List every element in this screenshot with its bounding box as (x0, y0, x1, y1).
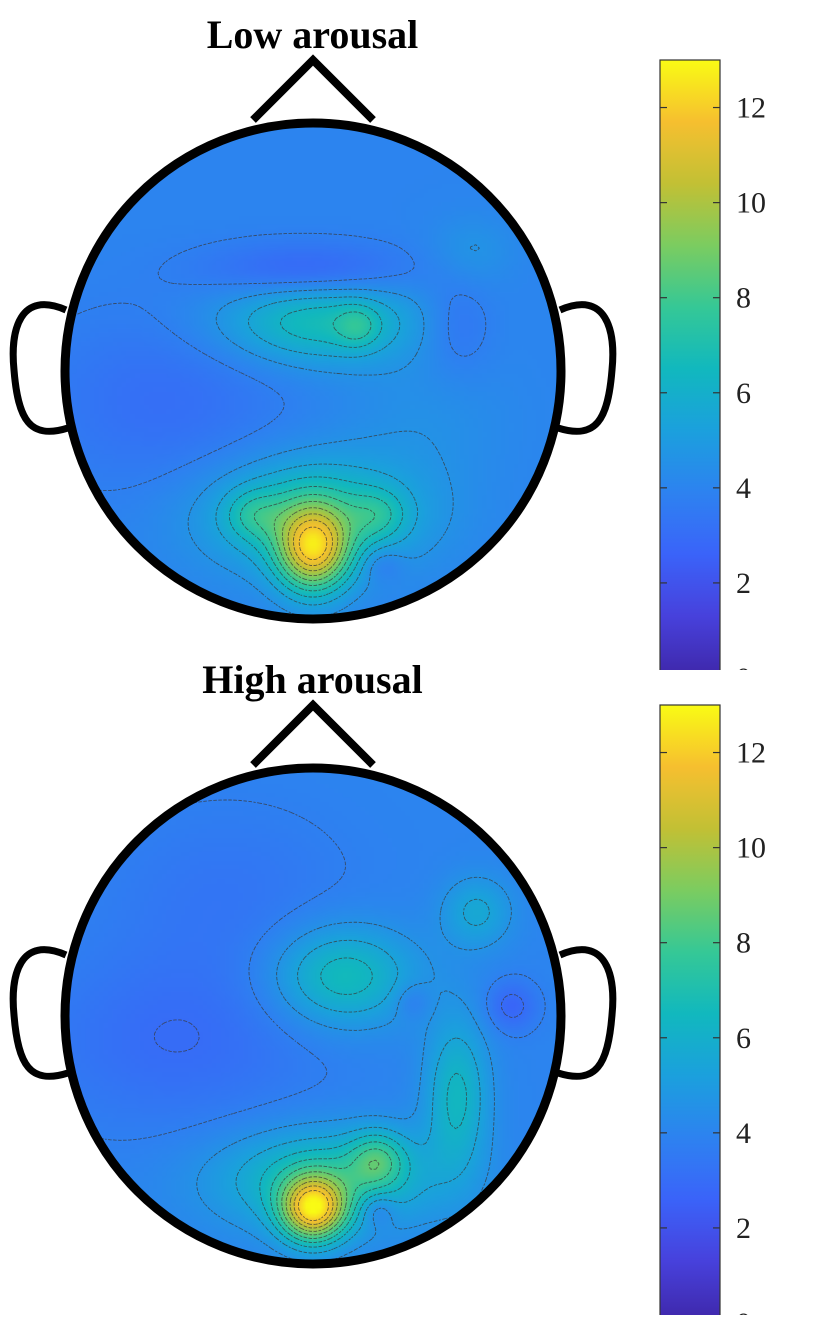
right-ear-outline (556, 946, 617, 1080)
colorbar (659, 704, 721, 1315)
nose-outline (250, 699, 376, 768)
head-outline (60, 763, 566, 1269)
contour-line (298, 526, 328, 560)
contour-line (253, 494, 376, 586)
contour-lines (65, 232, 487, 618)
contour-line (259, 957, 467, 1248)
left-ear-outline (9, 301, 70, 435)
contour-line (287, 513, 339, 572)
contour-line (65, 232, 487, 492)
topoplot-panel-high: High arousal 0 2 4 6 8 10 12 (0, 645, 830, 1315)
nose-outline (250, 54, 376, 123)
right-ear-outline (556, 301, 617, 435)
contour-line (273, 500, 351, 581)
colorbar (659, 59, 721, 670)
colorbar-tick-label: 6 (736, 1022, 751, 1055)
contour-line (297, 1190, 330, 1221)
contour-line (293, 1185, 334, 1225)
contour-line (270, 1141, 401, 1243)
contour-line (281, 1159, 380, 1236)
contour-line (240, 311, 392, 592)
colorbar-tick-label: 12 (736, 92, 766, 125)
colorbar-tick-label: 6 (736, 377, 751, 410)
panel-title: High arousal (202, 657, 423, 702)
heatmap-field (65, 768, 561, 1264)
colorbar-tick-label: 0 (736, 1307, 751, 1315)
heatmap-field (65, 123, 561, 619)
colorbar-tick-label: 8 (736, 282, 751, 315)
contour-line (196, 876, 512, 1264)
colorbar-tick-label: 2 (736, 1212, 751, 1245)
colorbar-tick-label: 12 (736, 737, 766, 770)
colorbar-tick-label: 0 (736, 662, 751, 670)
colorbar-tick-label: 4 (736, 472, 751, 505)
contour-line (289, 1180, 338, 1229)
contour-line (235, 898, 490, 1254)
contour-line (281, 507, 344, 577)
topoplot-svg: 0 2 4 6 8 10 12 (9, 54, 766, 670)
contour-line (293, 519, 333, 566)
colorbar-tick-label: 8 (736, 927, 751, 960)
contour-line (187, 244, 480, 618)
topoplot-svg: 0 2 4 6 8 10 12 (9, 699, 766, 1315)
left-ear-outline (9, 946, 70, 1080)
topoplot-panel-low: Low arousal 0 2 4 6 8 10 12 (9, 12, 766, 670)
contour-line (285, 1176, 343, 1232)
contour-line (153, 993, 524, 1053)
colorbar-tick-label: 10 (736, 187, 766, 220)
colorbar-tick-label: 4 (736, 1117, 751, 1150)
contour-line (276, 1148, 393, 1239)
contour-line (215, 296, 419, 606)
panel-title: Low arousal (206, 12, 419, 57)
contour-line (228, 303, 404, 598)
colorbar-tick-label: 10 (736, 832, 766, 865)
colorbar-tick-label: 2 (736, 567, 751, 600)
head-outline (60, 118, 566, 624)
